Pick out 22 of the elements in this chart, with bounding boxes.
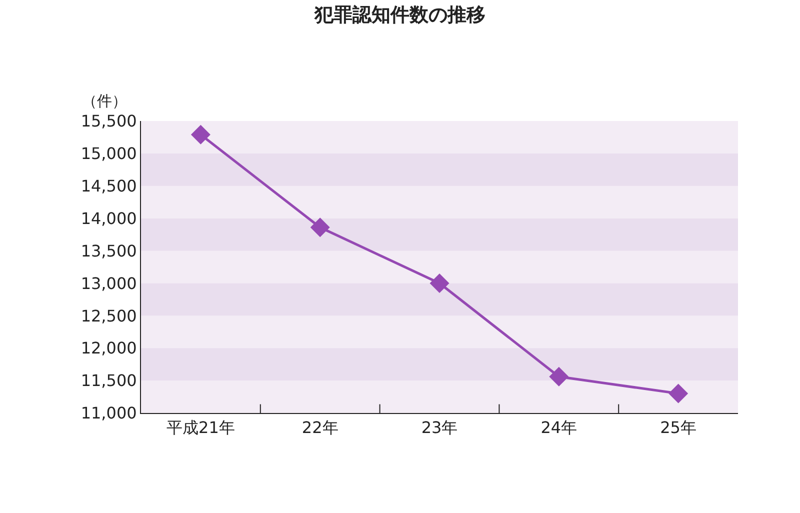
- y-tick-label: 14,000: [80, 208, 137, 228]
- y-tick-label: 13,000: [80, 274, 137, 293]
- x-tick-label: 22年: [302, 418, 338, 438]
- y-tick-label: 13,500: [80, 241, 137, 260]
- chart-title: 犯罪認知件数の推移: [314, 4, 486, 26]
- y-tick-label: 15,000: [80, 144, 137, 164]
- y-tick-label: 12,500: [80, 306, 137, 326]
- point: [430, 273, 450, 293]
- y-axis-title: （件）: [82, 92, 127, 110]
- point: [190, 124, 210, 144]
- point: [549, 366, 569, 386]
- y-tick-label: 11,500: [80, 371, 137, 390]
- y-tick-label: 11,000: [80, 404, 137, 423]
- x-tick-label: 24年: [540, 418, 578, 438]
- point: [310, 218, 330, 238]
- point: [668, 384, 688, 404]
- y-tick-label: 14,500: [80, 176, 137, 196]
- y-tick-label: 15,500: [80, 112, 137, 131]
- x-tick-label: 23年: [421, 418, 458, 438]
- x-tick-label: 平成21年: [166, 418, 235, 438]
- y-tick-label: 12,000: [80, 338, 137, 358]
- x-tick-label: 25年: [660, 418, 696, 438]
